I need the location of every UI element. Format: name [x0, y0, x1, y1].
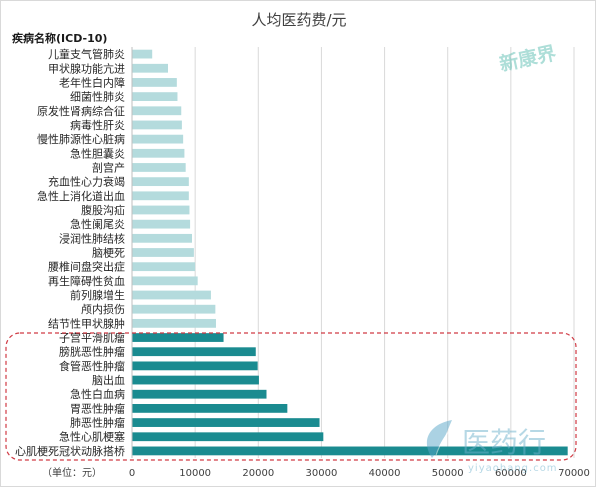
category-label-26: 肺恶性肿瘤	[70, 416, 125, 430]
bar-27	[132, 432, 324, 442]
bar-26	[132, 418, 320, 427]
bar-4	[132, 106, 182, 116]
watermark-bottom-url: yiyaohang.com	[468, 463, 558, 474]
bar-21	[132, 347, 256, 357]
category-label-5: 病毒性肝炎	[70, 118, 125, 132]
category-label-2: 老年性白内障	[59, 75, 125, 89]
category-label-20: 子宫平滑肌瘤	[59, 331, 125, 345]
category-label-21: 膀胱恶性肿瘤	[59, 345, 125, 359]
watermark-bottom-right: 医药行 yiyaohang.com	[426, 420, 558, 474]
watermark-top-text: 新康界	[497, 41, 558, 75]
bar-13	[132, 233, 192, 243]
bar-14	[132, 248, 194, 257]
bar-18	[132, 304, 216, 314]
x-tick-label-3: 30000	[306, 468, 338, 479]
bar-0	[132, 49, 153, 59]
bar-11	[132, 205, 190, 215]
x-tick-label-0: 0	[129, 468, 135, 479]
chart-title: 人均医药费/元	[251, 11, 346, 29]
category-label-4: 原发性肾病综合征	[37, 104, 125, 118]
category-label-13: 浸润性肺结核	[59, 231, 125, 245]
category-label-7: 急性胆囊炎	[70, 146, 125, 160]
category-label-9: 充血性心力衰竭	[48, 175, 125, 189]
bar-22	[132, 361, 258, 371]
category-label-24: 急性白血病	[70, 387, 125, 401]
bar-12	[132, 219, 191, 229]
bar-9	[132, 177, 189, 187]
unit-label: （单位：元）	[42, 466, 102, 479]
category-label-23: 脑出血	[92, 373, 125, 387]
bar-19	[132, 318, 216, 328]
bar-25	[132, 404, 288, 413]
bar-16	[132, 276, 198, 286]
bar-2	[132, 78, 177, 87]
category-label-27: 急性心肌梗塞	[59, 430, 125, 444]
category-label-28: 心肌梗死冠状动脉搭桥	[15, 444, 125, 458]
category-label-12: 急性阑尾炎	[70, 217, 125, 231]
category-label-1: 甲状腺功能亢进	[48, 61, 125, 75]
bar-10	[132, 191, 189, 201]
category-label-3: 细菌性肺炎	[70, 90, 125, 104]
bar-7	[132, 148, 185, 158]
category-label-6: 慢性肺源性心脏病	[37, 132, 125, 146]
bars	[131, 47, 568, 458]
category-axis-title: 疾病名称(ICD-10)	[12, 31, 107, 45]
bar-24	[132, 389, 267, 399]
leaf-logo-icon-inner	[435, 425, 455, 456]
watermark-top-right: 新康界	[497, 41, 558, 75]
bar-23	[132, 375, 259, 385]
bar-6	[132, 134, 184, 144]
category-label-17: 前列腺增生	[70, 288, 125, 302]
leaf-logo-icon	[426, 420, 452, 458]
category-label-8: 剖宫产	[92, 160, 125, 174]
x-tick-label-7: 70000	[558, 468, 590, 479]
x-tick-label-6: 60000	[495, 468, 527, 479]
category-label-15: 腰椎间盘突出症	[48, 260, 125, 274]
category-label-19: 结节性甲状腺肿	[48, 316, 125, 330]
category-labels: 儿童支气管肺炎甲状腺功能亢进老年性白内障细菌性肺炎原发性肾病综合征病毒性肝炎慢性…	[15, 47, 125, 458]
x-tick-label-2: 20000	[242, 468, 274, 479]
bar-20	[132, 333, 224, 342]
bar-17	[132, 290, 211, 300]
category-label-11: 腹股沟疝	[81, 203, 125, 217]
bar-5	[132, 120, 182, 130]
category-label-22: 食管恶性肿瘤	[59, 359, 125, 373]
category-label-25: 胃恶性肿瘤	[70, 401, 125, 415]
x-tick-labels: 0 10000 20000 30000 40000 50000 60000 70000	[129, 468, 590, 479]
x-tick-label-4: 40000	[369, 468, 401, 479]
category-label-10: 急性上消化道出血	[37, 189, 125, 203]
category-label-16: 再生障碍性贫血	[48, 274, 125, 288]
category-label-18: 颅内损伤	[81, 302, 125, 316]
bar-28	[132, 446, 568, 456]
x-tick-label-1: 10000	[179, 468, 211, 479]
bar-3	[132, 92, 178, 101]
bar-15	[132, 262, 196, 272]
bar-1	[132, 63, 168, 73]
watermark-bottom-text: 医药行	[462, 426, 546, 459]
category-label-0: 儿童支气管肺炎	[48, 47, 125, 61]
x-tick-label-5: 50000	[432, 468, 464, 479]
bar-8	[132, 163, 186, 172]
highlight-box	[5, 332, 577, 461]
category-label-14: 脑梗死	[92, 246, 125, 260]
